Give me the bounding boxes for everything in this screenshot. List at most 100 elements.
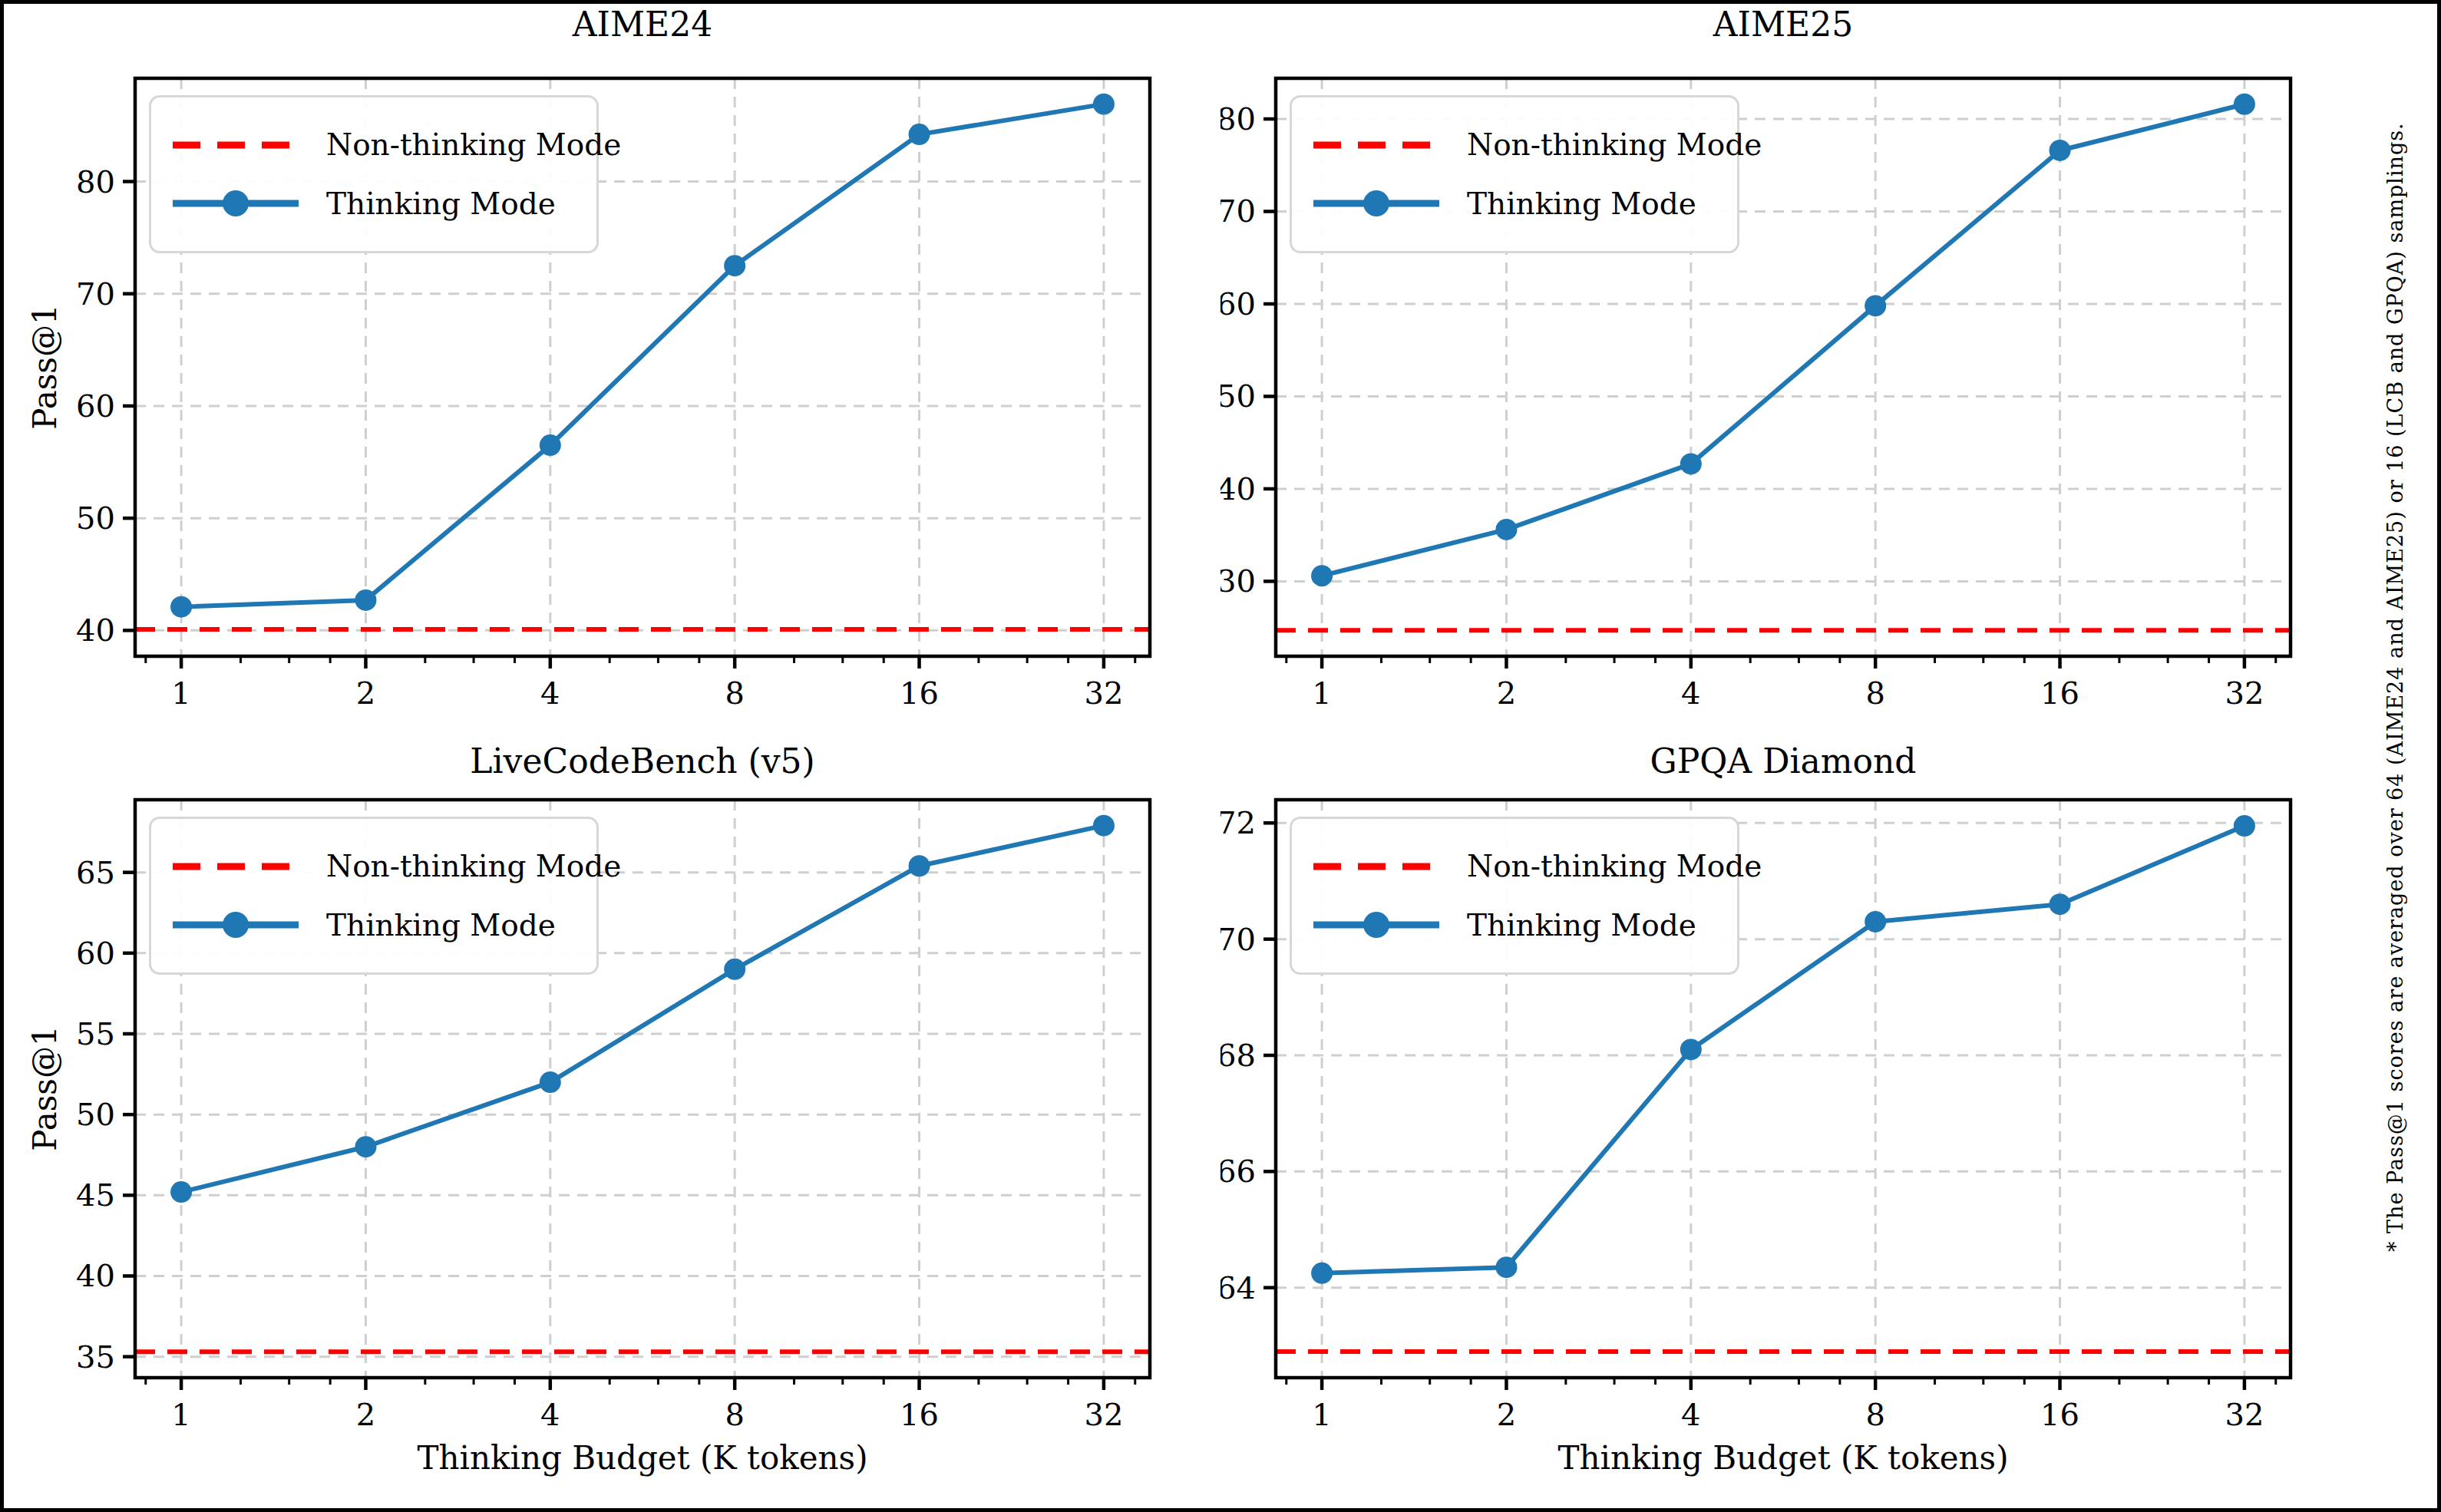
x-tick-label: 16 (2040, 675, 2079, 711)
data-point (909, 124, 930, 145)
data-point (170, 1181, 192, 1203)
legend-item-non-thinking: Non-thinking Mode (1310, 127, 1737, 162)
y-tick-label: 50 (76, 1097, 115, 1132)
x-tick-label: 1 (1312, 1397, 1331, 1432)
y-tick-label: 40 (76, 1258, 115, 1293)
x-tick-label: 1 (171, 675, 190, 711)
data-point (2050, 893, 2071, 915)
x-tick-label: 16 (900, 1397, 939, 1432)
legend: Non-thinking Mode Thinking Mode (149, 817, 599, 975)
y-tick-label: 40 (1220, 471, 1256, 507)
y-tick-label: 60 (76, 936, 115, 971)
chart-aime25: 1 2 4 8 16 32 30 40 50 60 70 80 AIME25 Non-thinking… (1220, 0, 2441, 729)
x-tick-label: 32 (2225, 1397, 2264, 1432)
non-thinking-line-icon (1310, 850, 1442, 883)
data-point (724, 255, 745, 276)
chart-livecodebench: 1248163235404550556065 LiveCodeBench (v5… (0, 729, 1220, 1512)
data-point (909, 855, 930, 876)
y-tick-label: 65 (76, 855, 115, 890)
y-tick-label: 64 (1220, 1270, 1256, 1306)
x-tick-label: 16 (2040, 1397, 2079, 1432)
x-tick-label: 2 (356, 1397, 375, 1432)
data-point (170, 596, 192, 618)
y-tick-label: 70 (1220, 922, 1256, 957)
data-point (355, 1136, 376, 1157)
y-tick-label: 80 (1220, 101, 1256, 137)
legend-item-thinking: Thinking Mode (170, 908, 596, 943)
data-point (540, 1071, 561, 1093)
y-tick-label: 55 (76, 1016, 115, 1051)
footnote: * The Pass@1 scores are averaged over 64… (2372, 246, 2418, 1128)
legend-label: Thinking Mode (1467, 187, 1696, 221)
thinking-line-icon (170, 908, 302, 942)
legend-label: Non-thinking Mode (326, 127, 621, 162)
data-point (1865, 295, 1886, 316)
data-point (1680, 453, 1702, 474)
chart-aime24: 124816324050607080 AIME24 Pass@1 Non-thi… (0, 0, 1220, 729)
data-point (1865, 911, 1886, 933)
data-point (1093, 815, 1115, 837)
y-tick-label: 50 (1220, 378, 1256, 414)
legend-label: Thinking Mode (326, 187, 556, 221)
y-axis-label: Pass@1 (26, 304, 64, 429)
data-point (1093, 94, 1115, 115)
data-point (1680, 1038, 1702, 1060)
legend-item-non-thinking: Non-thinking Mode (170, 127, 596, 162)
data-point (2234, 94, 2255, 115)
x-tick-label: 4 (540, 675, 560, 711)
legend-label: Non-thinking Mode (1467, 849, 1762, 883)
legend-item-non-thinking: Non-thinking Mode (1310, 849, 1737, 883)
legend-item-thinking: Thinking Mode (1310, 908, 1737, 943)
non-thinking-line-icon (170, 128, 302, 162)
chart-title: LiveCodeBench (v5) (135, 741, 1150, 781)
y-tick-label: 60 (1220, 286, 1256, 322)
x-tick-label: 2 (356, 675, 375, 711)
legend: Non-thinking Mode Thinking Mode (1290, 817, 1739, 975)
thinking-line-icon (1310, 187, 1442, 220)
legend-item-thinking: Thinking Mode (1310, 187, 1737, 221)
legend: Non-thinking Mode Thinking Mode (149, 95, 599, 253)
data-point (724, 959, 745, 980)
x-tick-label: 4 (1681, 675, 1700, 711)
data-point (1495, 519, 1517, 540)
x-tick-label: 4 (1681, 1397, 1700, 1432)
y-tick-label: 45 (76, 1177, 115, 1213)
x-tick-label: 8 (725, 1397, 744, 1432)
data-point (1495, 1256, 1517, 1278)
x-tick-label: 8 (725, 675, 744, 711)
y-tick-label: 70 (1220, 193, 1256, 229)
y-tick-label: 35 (76, 1339, 115, 1375)
chart-title: GPQA Diamond (1276, 741, 2291, 781)
non-thinking-line-icon (170, 850, 302, 883)
thinking-line-icon (1310, 908, 1442, 942)
y-axis-label: Pass@1 (26, 1025, 64, 1151)
figure-page: { "figure": { "footnote": "* The Pass@1 … (0, 0, 2441, 1512)
y-tick-label: 50 (76, 500, 115, 536)
chart-title: AIME25 (1276, 5, 2291, 44)
y-tick-label: 80 (76, 164, 115, 200)
x-tick-label: 2 (1497, 675, 1516, 711)
data-point (1311, 1263, 1333, 1284)
data-point (1311, 565, 1333, 586)
y-tick-label: 66 (1220, 1154, 1256, 1189)
x-tick-label: 4 (540, 1397, 560, 1432)
x-tick-label: 32 (2225, 675, 2264, 711)
x-tick-label: 1 (171, 1397, 190, 1432)
y-tick-label: 40 (76, 612, 115, 648)
x-axis-label: Thinking Budget (K tokens) (1276, 1439, 2291, 1477)
x-axis-label: Thinking Budget (K tokens) (135, 1439, 1150, 1477)
y-tick-label: 30 (1220, 563, 1256, 599)
x-tick-label: 16 (900, 675, 939, 711)
y-tick-label: 60 (76, 388, 115, 424)
data-point (2234, 815, 2255, 837)
y-tick-label: 72 (1220, 805, 1256, 840)
non-thinking-line-icon (1310, 128, 1442, 162)
legend-item-thinking: Thinking Mode (170, 187, 596, 221)
data-point (2050, 140, 2071, 161)
chart-title: AIME24 (135, 5, 1150, 44)
chart-gpqa-diamond: 124816326466687072 GPQA Diamond Thinking… (1220, 729, 2441, 1512)
x-tick-label: 1 (1312, 675, 1331, 711)
x-tick-label: 8 (1865, 675, 1884, 711)
legend-item-non-thinking: Non-thinking Mode (170, 849, 596, 883)
legend-label: Thinking Mode (1467, 908, 1696, 943)
